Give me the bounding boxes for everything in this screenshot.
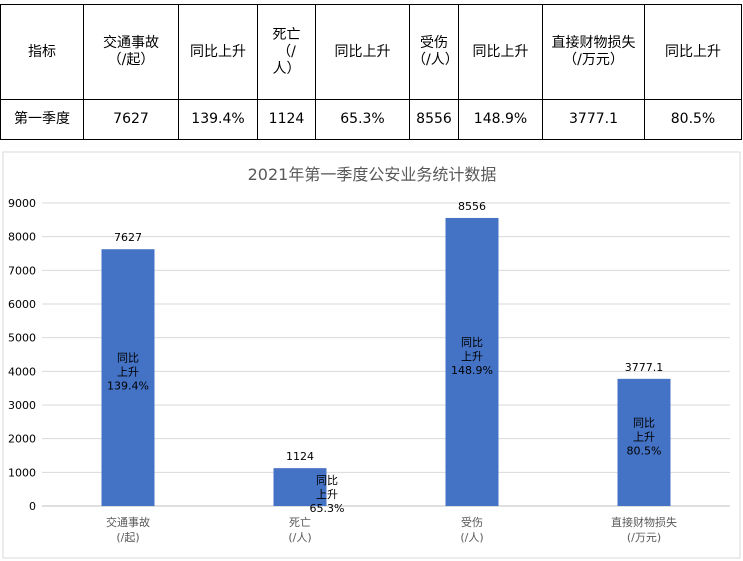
y-tick-label: 9000 — [8, 197, 36, 210]
gridlines — [42, 202, 730, 507]
table-cell: 8556 — [409, 99, 459, 140]
y-tick-label: 3000 — [8, 399, 36, 412]
header-cell: 死亡 （/ 人） — [257, 4, 316, 100]
table-cell: 139.4% — [178, 99, 258, 140]
x-category-label: 交通事故(/起) — [106, 515, 150, 544]
bar-value-label: 8556 — [458, 200, 486, 213]
bar — [445, 217, 499, 506]
header-cell: 同比上升 — [458, 4, 543, 100]
bar-value-label: 7627 — [114, 231, 142, 244]
header-cell: 受伤 （/人） — [409, 4, 459, 100]
table-cell: 第一季度 — [0, 99, 84, 140]
bars: 7627 同比上升 139.4% 1124 同比上升 65.3% 8556 同比上升 148.9… — [101, 200, 671, 515]
y-tick-label: 1000 — [8, 466, 36, 479]
x-axis: 交通事故(/起) 死亡(/人) 受伤(/人) 直接财物损失(/万元) — [106, 515, 677, 544]
y-tick-label: 4000 — [8, 365, 36, 378]
stats-table: 指标 交通事故 （/起） 同比上升 死亡 （/ 人） 同比上升 受伤 （/人） … — [0, 4, 742, 140]
y-axis: 0 1000 2000 3000 4000 5000 6000 7000 8000 9000 — [8, 197, 36, 513]
y-tick-label: 6000 — [8, 298, 36, 311]
header-cell: 交通事故 （/起） — [83, 4, 179, 100]
header-cell: 同比上升 — [315, 4, 410, 100]
table-cell: 65.3% — [315, 99, 410, 140]
bar-value-label: 1124 — [286, 450, 314, 463]
bar-chart: 2021年第一季度公安业务统计数据 0 1000 2000 3000 4000 5000 6… — [2, 151, 741, 559]
bar — [101, 249, 155, 506]
bar — [617, 378, 671, 506]
bar — [273, 468, 327, 506]
table-cell: 3777.1 — [542, 99, 645, 140]
bar-annotation: 同比上升 65.3% — [310, 474, 345, 515]
table-cell: 7627 — [83, 99, 179, 140]
bar-annotation: 同比上升 148.9% — [451, 336, 493, 377]
chart-title: 2021年第一季度公安业务统计数据 — [248, 165, 497, 184]
table-cell: 148.9% — [458, 99, 543, 140]
y-tick-label: 2000 — [8, 433, 36, 446]
header-cell: 同比上升 — [178, 4, 258, 100]
table-header-row: 指标 交通事故 （/起） 同比上升 死亡 （/ 人） 同比上升 受伤 （/人） … — [0, 4, 742, 100]
bar-annotation: 同比上升 139.4% — [107, 352, 149, 393]
header-cell: 指标 — [0, 4, 84, 100]
table-cell: 80.5% — [644, 99, 742, 140]
x-category-label: 死亡(/人) — [288, 515, 311, 544]
y-tick-label: 0 — [29, 500, 36, 513]
header-cell: 同比上升 — [644, 4, 742, 100]
header-cell: 直接财物损失 （/万元） — [542, 4, 645, 100]
y-tick-label: 7000 — [8, 264, 36, 277]
bar-value-label: 3777.1 — [625, 361, 664, 374]
table-row: 第一季度 7627 139.4% 1124 65.3% 8556 148.9% … — [0, 99, 742, 140]
y-tick-label: 8000 — [8, 231, 36, 244]
x-category-label: 受伤(/人) — [460, 516, 483, 544]
x-category-label: 直接财物损失(/万元) — [611, 515, 677, 544]
y-tick-label: 5000 — [8, 332, 36, 345]
table-cell: 1124 — [257, 99, 316, 140]
bar-annotation: 同比上升 80.5% — [627, 416, 662, 457]
